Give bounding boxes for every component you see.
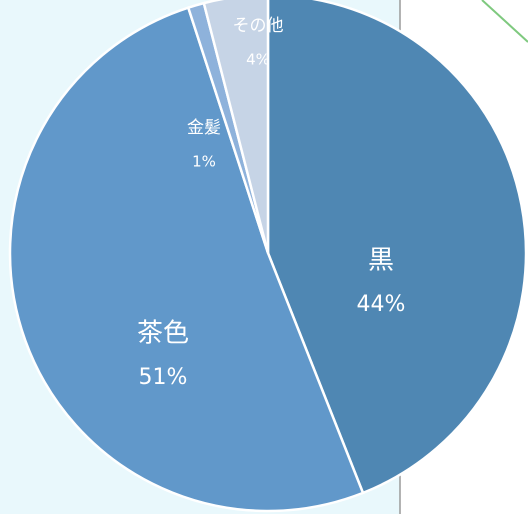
pie: 黒 44% 茶色 51% 金髪 1% その他 4% [8,0,528,513]
category-label: 黒 [368,246,394,276]
value-label: 4% [246,51,270,69]
category-label: 金髪 [187,118,221,138]
slice-label: 黒 44% [357,246,406,318]
value-label: 44% [357,292,406,317]
slice-label: 茶色 51% [137,319,189,391]
value-label: 1% [192,153,216,171]
category-label: その他 [233,16,284,36]
value-label: 51% [139,365,188,390]
connector-line [481,0,528,43]
category-label: 茶色 [137,319,189,349]
slice-label: その他 4% [233,16,284,69]
pie-slice [8,6,365,513]
pie-slice [202,0,270,254]
slice-label: 金髪 1% [187,118,221,171]
pie-slice [266,0,528,495]
